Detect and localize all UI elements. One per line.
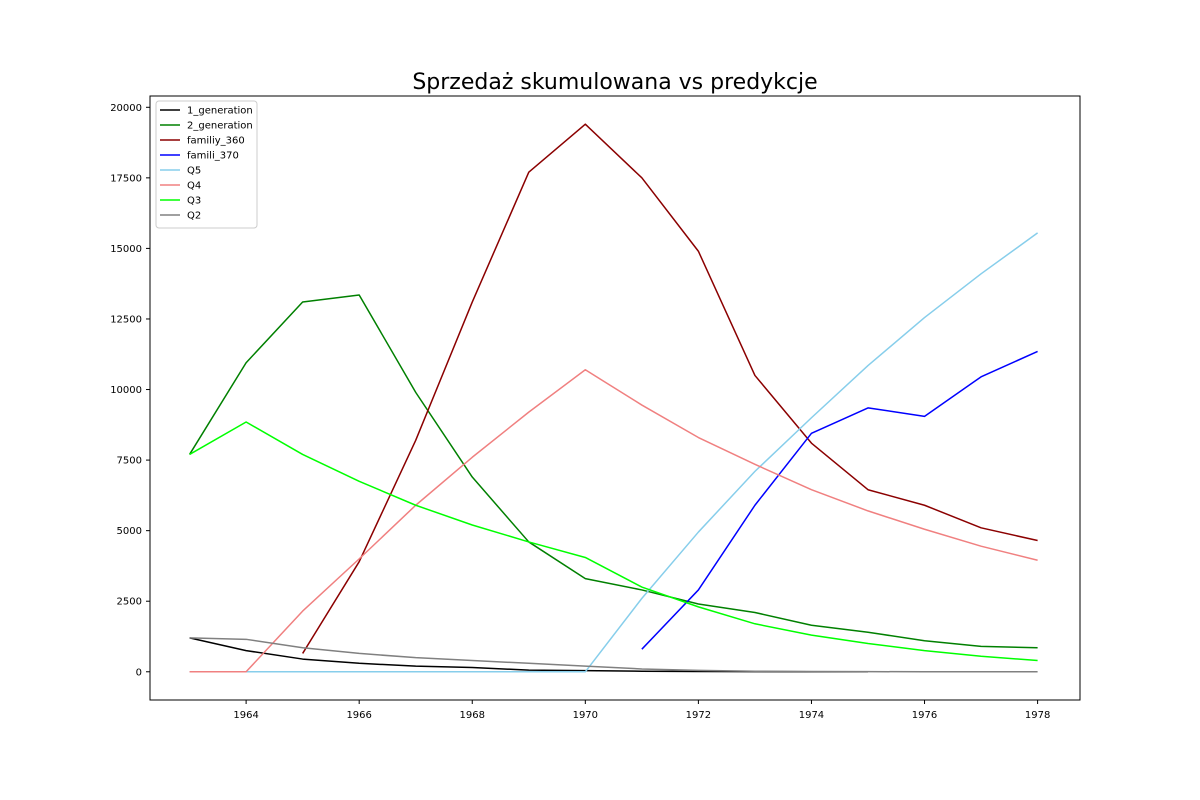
series-line-q4 (189, 369, 1038, 673)
y-tick-label: 0 (136, 667, 142, 678)
y-axis: 0 2500 5000 7500 10000 12500 15000 17500 20000 (110, 103, 150, 678)
plot-frame (149, 95, 1081, 701)
series-line-famili-370 (641, 350, 1038, 650)
legend-label: 1_generation (187, 106, 253, 117)
legend-label: Q5 (187, 166, 201, 177)
legend-label: familiy_360 (187, 136, 245, 147)
series-line-q2 (189, 637, 1038, 673)
series-line-1-generation (189, 637, 868, 673)
y-tick-label: 7500 (117, 456, 142, 467)
legend-label: Q4 (187, 181, 201, 192)
x-tick-label: 1964 (233, 710, 258, 721)
series-lines (188, 123, 1039, 673)
x-tick-label: 1966 (346, 710, 371, 721)
y-tick-label: 15000 (110, 244, 142, 255)
y-tick-label: 20000 (110, 103, 142, 114)
x-tick-label: 1968 (460, 710, 485, 721)
x-tick-label: 1978 (1025, 710, 1050, 721)
y-tick-label: 2500 (117, 597, 142, 608)
y-tick-label: 10000 (110, 385, 142, 396)
series-line-q3 (189, 421, 1038, 662)
legend-label: famili_370 (187, 151, 239, 162)
y-tick-label: 17500 (110, 173, 142, 184)
x-tick-label: 1972 (686, 710, 711, 721)
legend: 1_generation 2_generation familiy_360famil… (155, 100, 258, 229)
x-axis: 1964 1966 1968 1970 1972 1974 1976 1978 (233, 700, 1050, 721)
series-line-2-generation (188, 294, 1038, 649)
legend-label: 2_generation (187, 121, 253, 132)
y-tick-label: 5000 (117, 526, 142, 537)
y-tick-label: 12500 (110, 314, 142, 325)
chart-title: Sprzedaż skumulowana vs predykcje (412, 70, 817, 95)
legend-label: Q2 (187, 211, 201, 222)
series-line-q5 (189, 232, 1039, 673)
x-tick-label: 1974 (799, 710, 824, 721)
x-tick-label: 1976 (912, 710, 937, 721)
legend-box (155, 100, 258, 229)
legend-label: Q3 (187, 196, 201, 207)
series-line-familiy-360 (302, 123, 1038, 654)
x-tick-label: 1970 (573, 710, 598, 721)
